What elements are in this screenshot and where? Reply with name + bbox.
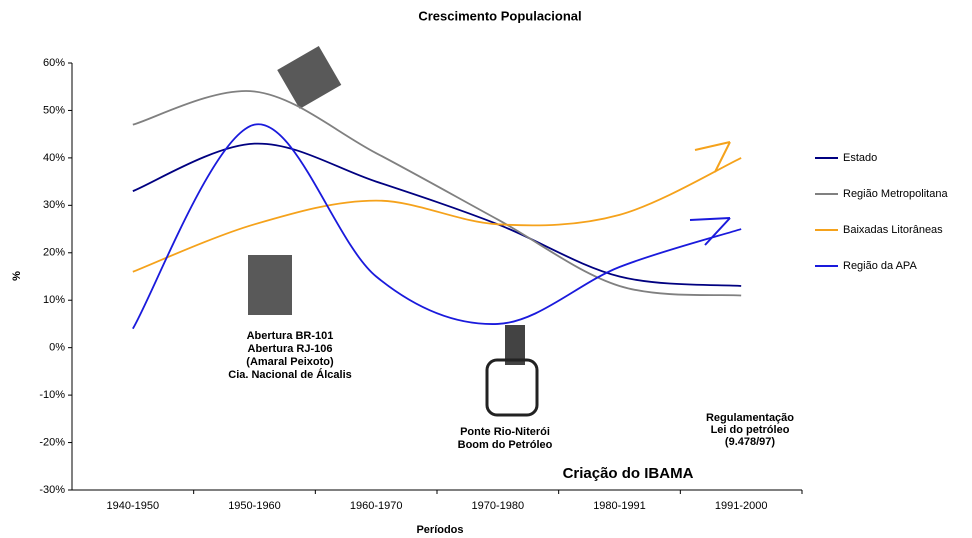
y-tick-label: -20%	[39, 436, 65, 448]
annotation: (Amaral Peixoto)	[246, 356, 334, 368]
y-tick-label: -30%	[39, 484, 65, 496]
annotation: Regulamentação	[706, 412, 794, 424]
x-tick-label: 1980-1991	[593, 500, 646, 512]
series-line	[132, 142, 742, 287]
y-tick-label: 60%	[43, 57, 65, 69]
x-tick-label: 1940-1950	[107, 500, 160, 512]
x-tick-label: 1970-1980	[472, 500, 525, 512]
y-tick-label: 30%	[43, 199, 65, 211]
legend-label: Região da APA	[843, 260, 917, 272]
annotation: Ponte Rio-Niterói	[460, 426, 550, 438]
annotation: Abertura BR-101	[247, 330, 334, 342]
chart-title: Crescimento Populacional	[418, 8, 581, 23]
y-axis-label: %	[11, 271, 23, 281]
series-line	[132, 157, 742, 273]
y-tick-label: 50%	[43, 104, 65, 116]
legend-label: Estado	[843, 152, 877, 164]
legend-label: Baixadas Litorâneas	[843, 224, 943, 236]
series-line	[132, 90, 742, 297]
arrow	[694, 141, 731, 173]
annotation: (9.478/97)	[725, 436, 775, 448]
legend-label: Região Metropolitana	[843, 188, 948, 200]
y-tick-label: 40%	[43, 152, 65, 164]
x-tick-label: 1950-1960	[228, 500, 281, 512]
annotation: Lei do petróleo	[711, 424, 790, 436]
series-line	[132, 123, 742, 330]
annotation: Criação do IBAMA	[563, 465, 694, 482]
annotation: Cia. Nacional de Álcalis	[228, 368, 352, 381]
x-tick-label: 1960-1970	[350, 500, 403, 512]
y-tick-label: 0%	[49, 342, 65, 354]
annotation: Abertura RJ-106	[248, 343, 333, 355]
y-tick-label: 10%	[43, 294, 65, 306]
y-tick-label: -10%	[39, 389, 65, 401]
arrow	[689, 217, 731, 246]
y-tick-label: 20%	[43, 247, 65, 259]
x-tick-label: 1991-2000	[715, 500, 768, 512]
annotation: Boom do Petróleo	[458, 439, 553, 451]
x-axis-label: Períodos	[416, 524, 463, 536]
hand-icon	[248, 45, 539, 417]
